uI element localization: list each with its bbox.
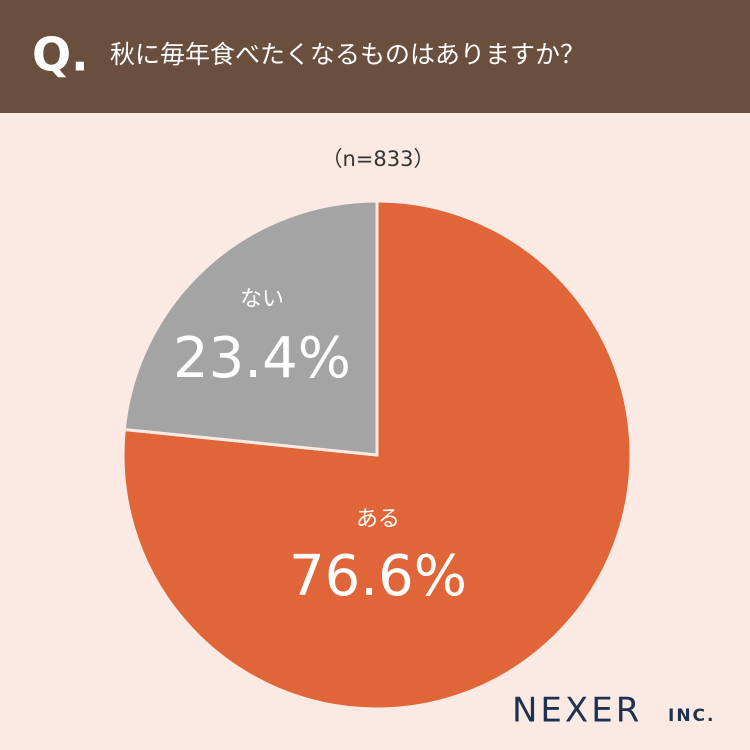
- pie: ある 76.6% ない 23.4%: [121, 199, 633, 711]
- header-bar: [0, 0, 750, 113]
- pie-slice: [121, 199, 633, 711]
- slice-category: ない: [240, 287, 284, 312]
- logo-suffix: INC.: [668, 706, 716, 726]
- question-mark: Q.: [32, 28, 89, 82]
- slice-value: 23.4%: [173, 326, 351, 391]
- logo: NEXER: [512, 691, 642, 731]
- chart-title: 秋に毎年食べたくなるものはありますか？: [110, 40, 585, 69]
- slice-category: ある: [356, 507, 400, 532]
- pie-slice: [122, 199, 379, 457]
- slice-value: 76.6%: [289, 544, 467, 609]
- chart-subtitle: （n=833）: [322, 147, 435, 171]
